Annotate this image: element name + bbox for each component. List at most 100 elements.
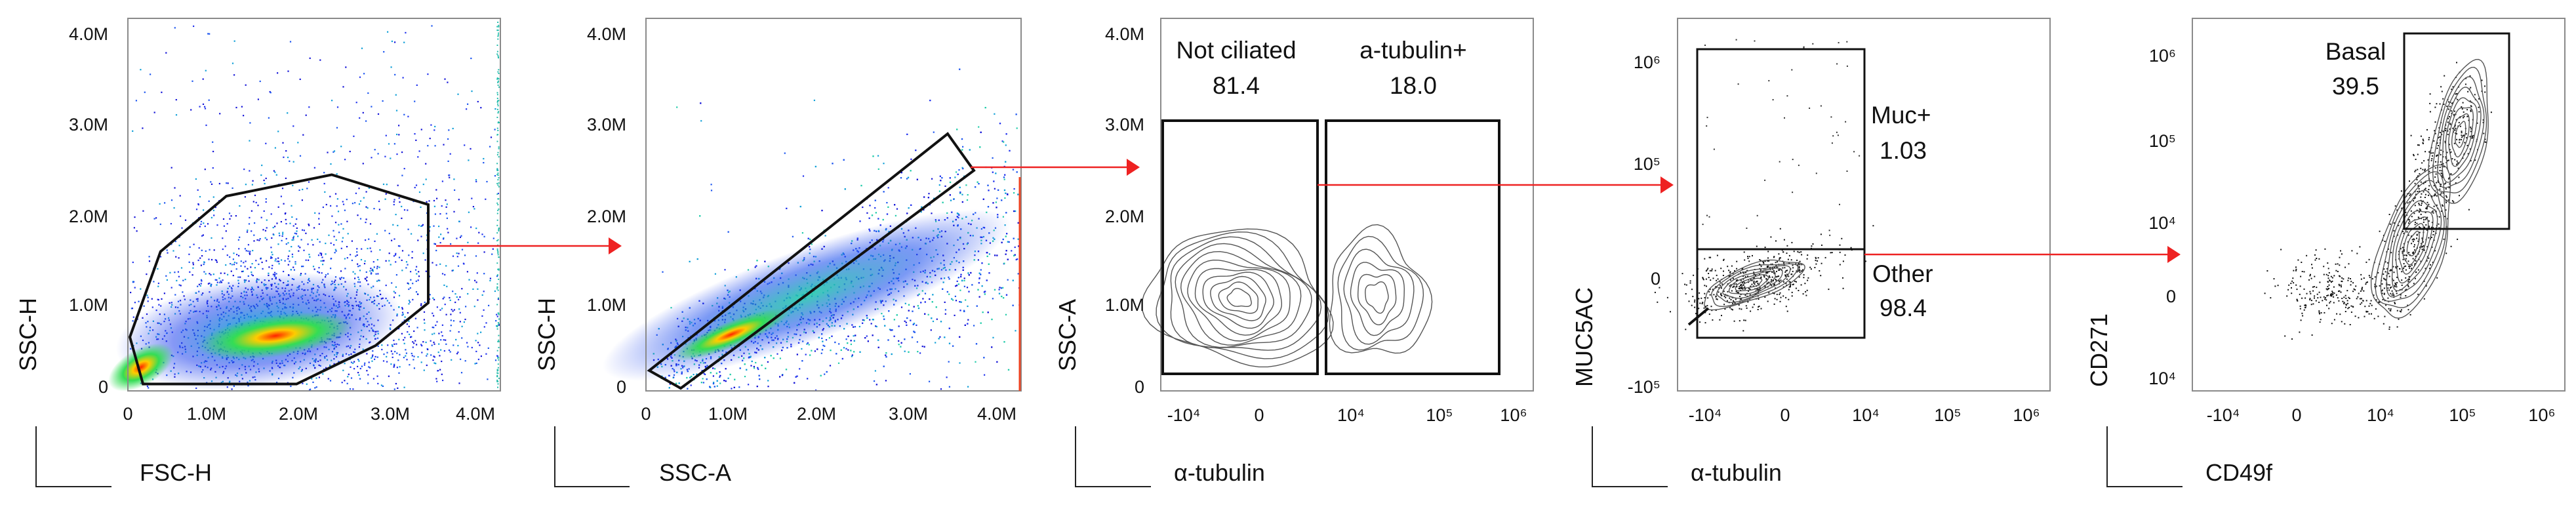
gate-percent: 81.4 <box>1213 72 1260 99</box>
contour-line <box>2398 216 2429 275</box>
contour-line <box>2437 76 2485 188</box>
y-tick-label: 1.0M <box>587 295 626 315</box>
contour-line <box>1722 268 1783 299</box>
y-tick-label: 0 <box>1135 377 1144 397</box>
x-tick-label: 4.0M <box>977 404 1016 424</box>
y-tick-label: 1.0M <box>1105 295 1144 315</box>
contour-line <box>2391 200 2438 292</box>
density-core <box>108 343 174 392</box>
gate-polygon <box>128 173 430 386</box>
plot-frame <box>127 18 501 392</box>
x-tick-label: 2.0M <box>797 404 836 424</box>
contour-line <box>2386 190 2442 298</box>
gate-other <box>1696 248 1866 339</box>
contour-line <box>1202 272 1275 329</box>
x-tick-label: 10⁴ <box>1852 405 1880 425</box>
contour-line <box>1337 235 1424 351</box>
y-tick-label: 0 <box>98 377 108 397</box>
contour-lines <box>1687 259 1805 326</box>
y-tick-label: 10⁴ <box>2148 213 2176 233</box>
contour-line <box>2432 66 2487 193</box>
gate-muc-pos <box>1696 48 1866 251</box>
gate-label: Muc+ <box>1871 102 1931 129</box>
y-tick-label: 10⁵ <box>2149 131 2176 151</box>
y-tick-label: 4.0M <box>587 24 626 44</box>
y-tick-label: 0 <box>1651 269 1660 289</box>
x-tick-label: 2.0M <box>279 404 318 424</box>
x-tick-label: 10⁴ <box>1337 405 1365 425</box>
gate-percent: 39.5 <box>2332 73 2379 100</box>
gate-label: Other <box>1872 260 1933 287</box>
contour-line <box>1728 270 1776 295</box>
gate-polygon <box>647 132 976 390</box>
contour-line <box>2375 171 2447 308</box>
y-axis-label: MUC5AC <box>1571 287 1598 387</box>
density-core <box>197 312 353 359</box>
y-axis-label: SSC-H <box>533 298 560 371</box>
gate-basal <box>2403 32 2510 230</box>
y-tick-label: 2.0M <box>1105 207 1144 226</box>
contour-line <box>2370 164 2451 319</box>
x-tick-label: 0 <box>123 404 132 424</box>
axis-bracket <box>1592 426 1668 487</box>
arrow-head <box>2167 246 2181 263</box>
x-tick-label: -10⁴ <box>1167 405 1201 425</box>
contour-line <box>1711 263 1799 308</box>
contour-line <box>1180 251 1302 346</box>
x-tick-label: 10⁵ <box>1426 405 1453 425</box>
y-tick-label: 3.0M <box>69 115 108 134</box>
y-tick-label: 0 <box>2166 287 2176 306</box>
x-axis-label: α-tubulin <box>1691 459 1782 486</box>
x-tick-label: 10⁶ <box>2013 405 2040 425</box>
axis-ticks: -10⁴ 0 10⁴ 10⁵ 10⁶ 10⁶ 10⁵ 0 -10⁵ <box>1628 52 2040 425</box>
axis-ticks: 0 1.0M 2.0M 3.0M 4.0M 0 1.0M 2.0M 3.0M 4.0M <box>587 24 1016 424</box>
contour-line <box>2451 113 2470 158</box>
axis-bracket <box>2106 426 2183 487</box>
gate-tubulin-pos <box>1325 119 1500 375</box>
contour-line <box>2442 87 2482 183</box>
x-tick-label: 10⁴ <box>2367 405 2394 425</box>
contour-line <box>1141 228 1334 368</box>
y-tick-label: 1.0M <box>69 295 108 315</box>
contour-line <box>1226 288 1252 307</box>
x-tick-label: 0 <box>2291 405 2301 425</box>
x-tick-label: 10⁵ <box>2449 405 2476 425</box>
gate-label: Not ciliated <box>1176 37 1296 64</box>
contour-line <box>2448 107 2474 167</box>
x-axis-label: CD49f <box>2205 459 2273 486</box>
y-tick-label: 4.0M <box>69 24 108 44</box>
x-tick-label: 0 <box>1254 405 1264 425</box>
contour-line <box>1343 249 1415 345</box>
x-tick-label: 0 <box>1780 405 1790 425</box>
x-tick-label: 1.0M <box>708 404 748 424</box>
x-axis-label: FSC-H <box>140 459 212 486</box>
gate-percent: 1.03 <box>1880 137 1927 164</box>
gating-arrows <box>436 159 2181 263</box>
contour-line <box>1170 236 1322 351</box>
plot-frame <box>1677 18 2051 392</box>
x-axis-label: SSC-A <box>659 459 731 486</box>
panel-ssca-vs-ssch: 0 1.0M 2.0M 3.0M 4.0M 0 1.0M 2.0M 3.0M 4.0M SSC-A… <box>533 18 1022 487</box>
arrow-head <box>609 237 622 254</box>
plot-frame <box>2192 18 2566 392</box>
x-tick-label: 0 <box>641 404 651 424</box>
density-core <box>673 308 790 361</box>
y-tick-label: 3.0M <box>587 115 626 134</box>
contour-line <box>2428 58 2489 204</box>
contour-line <box>2445 97 2478 176</box>
contour-line <box>1365 281 1389 314</box>
gate-not-ciliated <box>1161 119 1319 375</box>
x-tick-label: 10⁵ <box>1934 405 1961 425</box>
y-tick-label: 10⁶ <box>1634 52 1660 72</box>
outlier-dots <box>1654 39 1874 332</box>
x-tick-label: 4.0M <box>456 404 495 424</box>
y-axis-label: CD271 <box>2085 313 2112 387</box>
contour-line <box>1329 224 1433 354</box>
gate-percent: 18.0 <box>1390 72 1437 99</box>
y-tick-label: 0 <box>616 377 626 397</box>
y-tick-label: 10⁴ <box>2148 369 2176 388</box>
y-axis-label: SSC-H <box>14 298 41 371</box>
contour-line <box>1350 262 1405 336</box>
x-tick-label: 10⁶ <box>2528 405 2555 425</box>
